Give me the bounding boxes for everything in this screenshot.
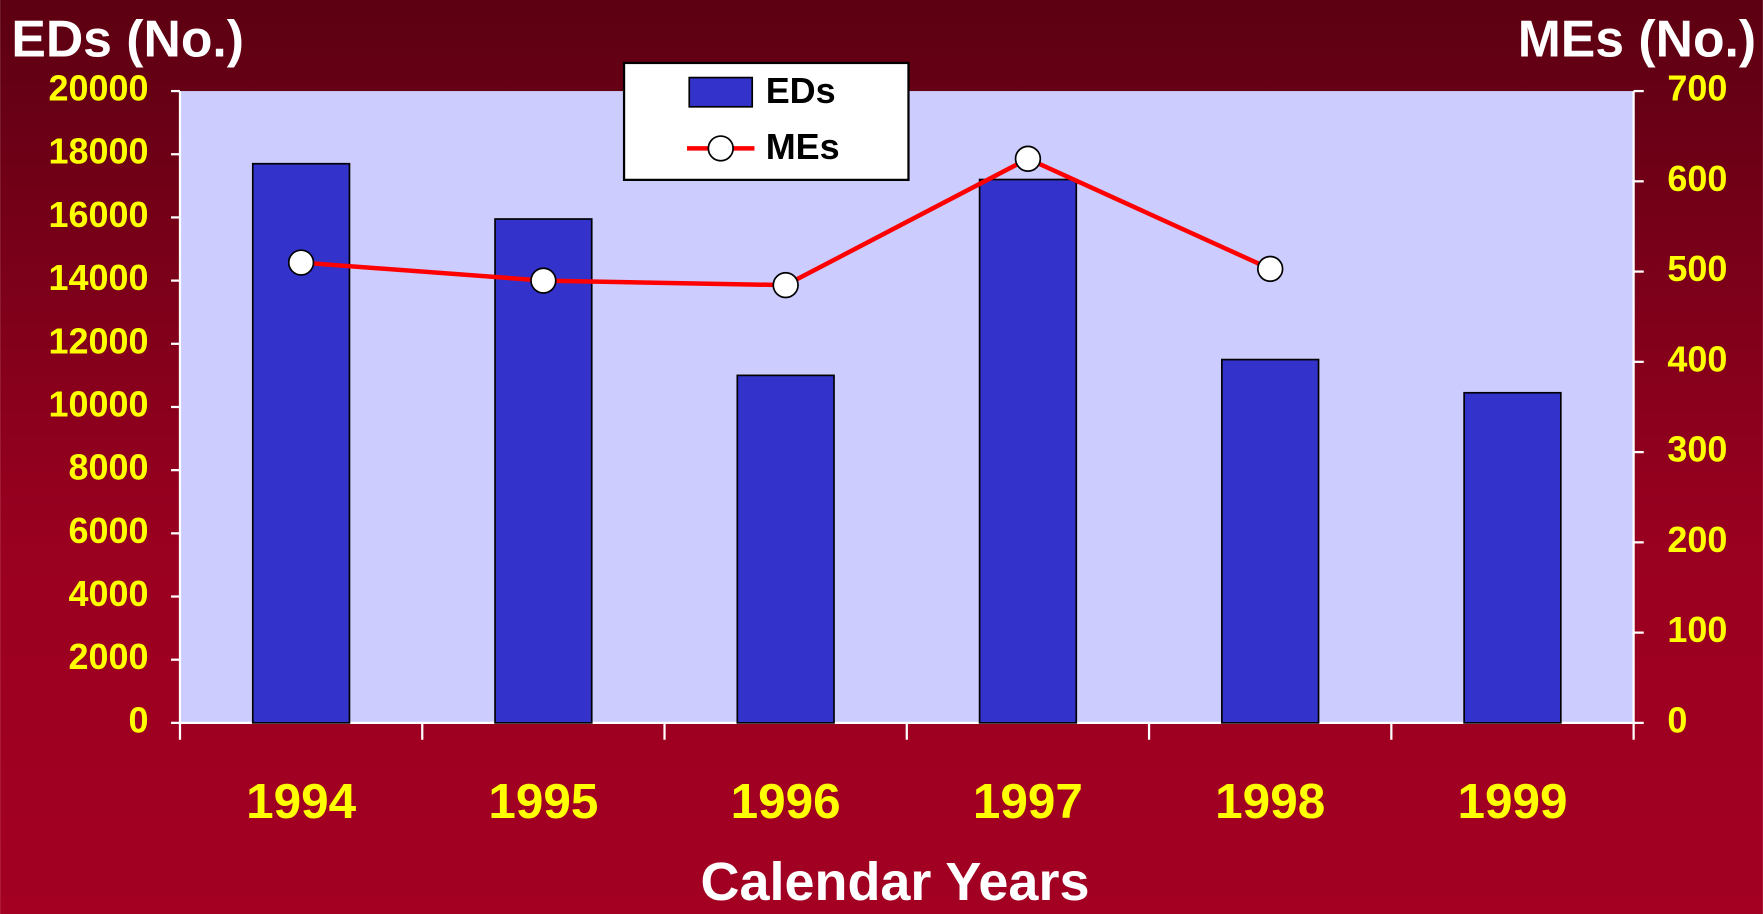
y2-tick-label: 400 [1667,338,1727,379]
bar [978,178,1078,724]
bar [251,162,351,724]
marker [1014,145,1042,172]
bar [1463,391,1562,724]
x-tick-label: 1996 [731,774,841,829]
y-tick-label: 6000 [68,510,148,551]
legend: EDs MEs [622,61,910,182]
y-tick-label: 16000 [48,194,148,235]
marker [287,249,315,276]
y2-tick-label: 700 [1667,68,1727,109]
x-tick-label: 1995 [488,774,598,829]
marker [530,267,557,294]
marker [1256,255,1284,283]
legend-label: MEs [766,126,840,167]
y2-tick-label: 500 [1667,248,1727,289]
x-tick-label: 1999 [1457,774,1567,829]
legend-swatch [688,76,754,108]
x-tick-label: 1998 [1215,774,1325,829]
legend-label: EDs [766,70,836,111]
y-tick-label: 14000 [48,257,148,298]
bar [736,374,835,724]
y-tick-label: 20000 [48,68,148,109]
y2-axis-label: MEs (No.) [1518,9,1756,67]
y-tick-label: 4000 [68,573,148,614]
y-tick-label: 2000 [68,636,148,677]
plot-area [179,91,1634,723]
y-tick-label: 0 [128,699,148,740]
y-tick-label: 10000 [48,383,148,424]
x-tick-label: 1994 [246,774,357,829]
y-tick-label: 18000 [48,131,148,172]
y2-tick-label: 300 [1667,429,1727,470]
legend-box [622,61,910,182]
bar [494,218,593,724]
x-axis-label: Calendar Years [701,852,1090,912]
marker [772,271,799,299]
y-axis-label: EDs (No.) [11,9,244,67]
y2-tick-label: 100 [1667,609,1727,650]
y2-tick-label: 0 [1667,699,1687,740]
marks: 0200040006000800010000120001400016000180… [48,61,1727,829]
bar [1221,358,1320,724]
y-tick-label: 8000 [68,447,148,488]
y2-tick-label: 200 [1667,519,1727,560]
y2-tick-label: 600 [1667,158,1727,199]
y-tick-label: 12000 [48,320,148,361]
legend-marker [707,135,734,162]
x-tick-label: 1997 [973,774,1083,829]
